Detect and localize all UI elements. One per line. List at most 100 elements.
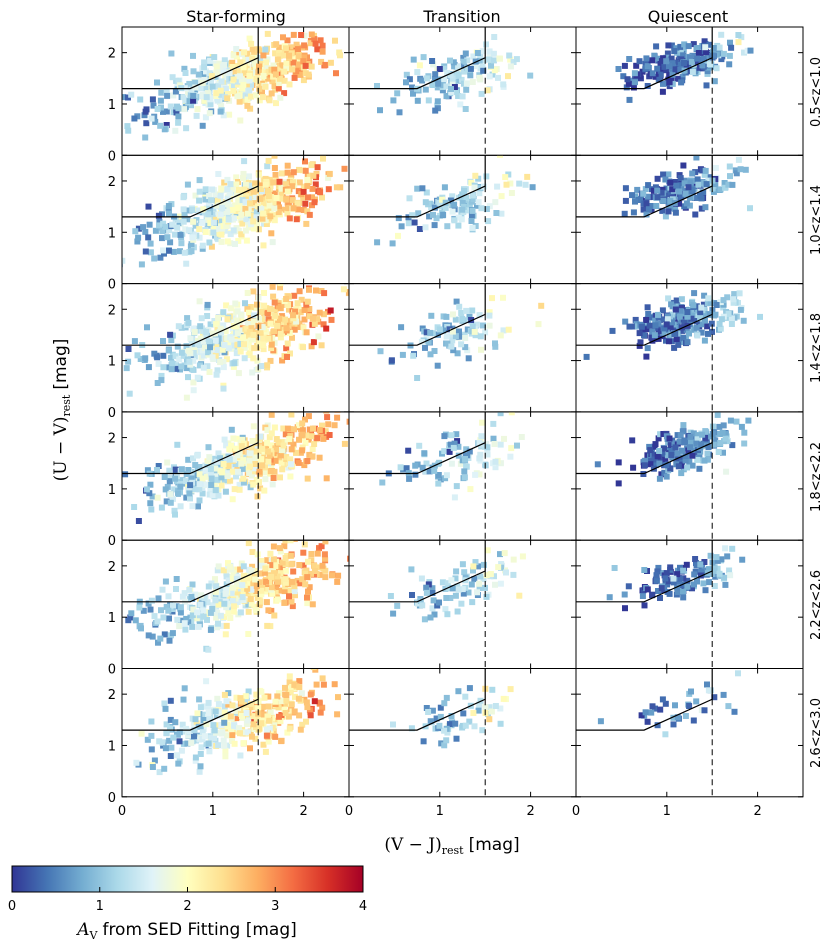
data-point (725, 310, 732, 317)
data-point (680, 334, 687, 341)
y-tick-label: 2 (108, 432, 116, 447)
data-point (305, 436, 312, 443)
data-point (276, 545, 283, 552)
data-point (320, 311, 327, 318)
data-point (309, 453, 316, 460)
data-point (693, 155, 700, 161)
data-point (694, 332, 701, 339)
data-point (198, 592, 204, 599)
data-point (409, 212, 416, 219)
data-point (312, 668, 319, 673)
data-point (254, 594, 261, 601)
data-point (335, 531, 341, 537)
data-point (172, 719, 179, 726)
data-point (262, 565, 269, 572)
data-point (469, 323, 476, 330)
data-point (288, 701, 295, 708)
data-point (230, 52, 237, 59)
data-point (183, 615, 190, 622)
data-point (456, 303, 463, 310)
data-point (462, 344, 469, 351)
data-point (277, 718, 284, 725)
data-point (233, 350, 240, 357)
data-point (185, 456, 192, 463)
data-point (463, 463, 470, 470)
data-point (271, 190, 278, 197)
data-point (190, 52, 196, 59)
data-point (245, 309, 252, 316)
data-point (199, 122, 206, 129)
data-point (705, 444, 712, 450)
data-point (247, 304, 254, 310)
data-point (290, 568, 297, 575)
data-point (656, 475, 663, 482)
data-point (256, 85, 263, 92)
data-point (295, 695, 302, 702)
data-point (654, 194, 661, 201)
data-point (390, 721, 396, 728)
data-point (229, 207, 236, 213)
data-point (437, 704, 444, 711)
data-point (295, 188, 302, 195)
data-point (460, 54, 467, 61)
data-point (460, 590, 467, 597)
data-point (212, 211, 219, 218)
data-point (684, 339, 691, 346)
data-point (666, 590, 673, 597)
data-point (286, 436, 293, 443)
data-point (230, 569, 237, 576)
data-point (464, 347, 471, 354)
data-point (669, 60, 676, 67)
data-point (167, 331, 174, 338)
data-point (304, 298, 311, 305)
data-point (319, 48, 326, 55)
data-point (243, 77, 250, 84)
y-tick-label: 1 (108, 739, 116, 754)
data-point (208, 79, 214, 86)
data-point (195, 623, 202, 630)
data-point (456, 328, 462, 335)
data-point (334, 711, 341, 718)
data-point (228, 726, 234, 733)
data-point (480, 322, 486, 329)
data-point (210, 223, 217, 230)
data-point (165, 347, 172, 354)
data-point (513, 56, 520, 63)
data-point (223, 714, 230, 721)
data-point (350, 164, 356, 170)
data-point (215, 492, 222, 499)
data-point (357, 551, 363, 557)
data-point (318, 342, 325, 349)
data-point (680, 588, 686, 595)
data-point (298, 32, 305, 38)
data-point (419, 464, 426, 471)
data-point (679, 73, 686, 80)
colorbar-tick-label: 4 (359, 899, 367, 914)
data-point (720, 297, 727, 304)
data-point (242, 181, 249, 188)
data-point (163, 89, 170, 95)
data-point (193, 112, 200, 119)
x-tick-label: 0 (345, 804, 353, 819)
panel-frame (348, 668, 577, 798)
data-point (299, 447, 306, 454)
data-point (234, 599, 241, 605)
data-point (304, 176, 311, 183)
data-point (259, 215, 266, 222)
data-point (175, 216, 182, 223)
data-point (240, 64, 247, 71)
data-point (232, 326, 239, 333)
y-tick-label: 2 (108, 560, 116, 575)
data-point (322, 567, 329, 574)
data-point (81, 623, 87, 629)
data-point (302, 200, 309, 207)
data-point (237, 348, 244, 355)
data-point (296, 166, 302, 173)
data-point (272, 698, 279, 705)
data-point (313, 170, 320, 177)
data-point (206, 454, 213, 461)
data-point (269, 283, 276, 290)
data-point (656, 448, 663, 454)
data-point (287, 552, 294, 559)
